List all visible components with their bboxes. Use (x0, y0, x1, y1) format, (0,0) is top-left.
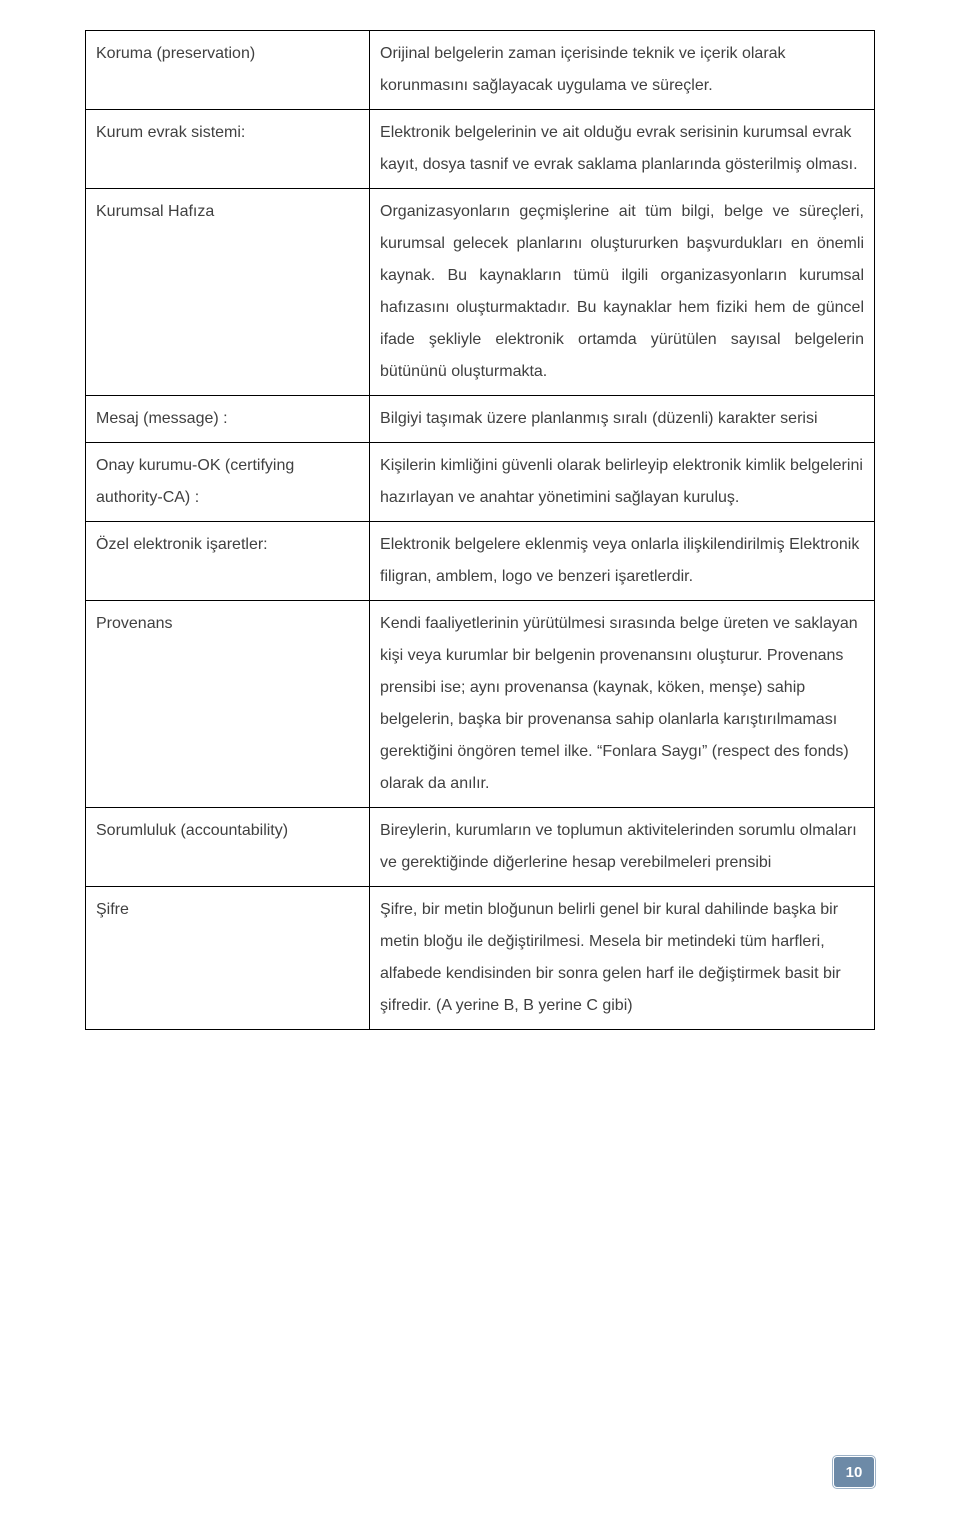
term-cell: Kurum evrak sistemi: (86, 110, 370, 189)
page-number: 10 (846, 1464, 863, 1481)
term-cell: Provenans (86, 601, 370, 808)
glossary-tbody: Koruma (preservation)Orijinal belgelerin… (86, 31, 875, 1030)
term-cell: Onay kurumu-OK (certifying authority-CA)… (86, 443, 370, 522)
table-row: Koruma (preservation)Orijinal belgelerin… (86, 31, 875, 110)
definition-cell: Orijinal belgelerin zaman içerisinde tek… (370, 31, 875, 110)
definition-cell: Kendi faaliyetlerinin yürütülmesi sırası… (370, 601, 875, 808)
term-cell: Özel elektronik işaretler: (86, 522, 370, 601)
table-row: Onay kurumu-OK (certifying authority-CA)… (86, 443, 875, 522)
table-row: Özel elektronik işaretler:Elektronik bel… (86, 522, 875, 601)
table-row: Mesaj (message) :Bilgiyi taşımak üzere p… (86, 396, 875, 443)
definition-cell: Kişilerin kimliğini güvenli olarak belir… (370, 443, 875, 522)
term-cell: Kurumsal Hafıza (86, 189, 370, 396)
definition-cell: Bilgiyi taşımak üzere planlanmış sıralı … (370, 396, 875, 443)
table-row: Kurumsal HafızaOrganizasyonların geçmişl… (86, 189, 875, 396)
definition-cell: Elektronik belgelere eklenmiş veya onlar… (370, 522, 875, 601)
definition-cell: Elektronik belgelerinin ve ait olduğu ev… (370, 110, 875, 189)
page-number-badge: 10 (833, 1456, 875, 1488)
definition-cell: Organizasyonların geçmişlerine ait tüm b… (370, 189, 875, 396)
table-row: Kurum evrak sistemi:Elektronik belgeleri… (86, 110, 875, 189)
glossary-table: Koruma (preservation)Orijinal belgelerin… (85, 30, 875, 1030)
table-row: Sorumluluk (accountability)Bireylerin, k… (86, 808, 875, 887)
term-cell: Sorumluluk (accountability) (86, 808, 370, 887)
term-cell: Mesaj (message) : (86, 396, 370, 443)
term-cell: Şifre (86, 887, 370, 1030)
table-row: ProvenansKendi faaliyetlerinin yürütülme… (86, 601, 875, 808)
table-row: ŞifreŞifre, bir metin bloğunun belirli g… (86, 887, 875, 1030)
term-cell: Koruma (preservation) (86, 31, 370, 110)
definition-cell: Şifre, bir metin bloğunun belirli genel … (370, 887, 875, 1030)
definition-cell: Bireylerin, kurumların ve toplumun aktiv… (370, 808, 875, 887)
